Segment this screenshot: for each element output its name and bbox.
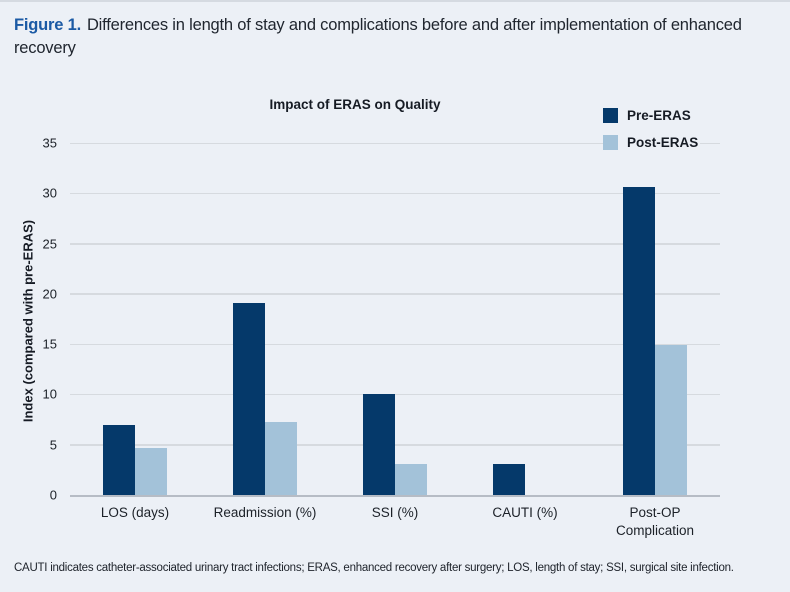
bar-group-3 [363, 394, 427, 495]
bar-pre-eras-3 [363, 394, 395, 495]
chart-title: Impact of ERAS on Quality [269, 97, 441, 112]
y-tick-label-30: 30 [42, 185, 57, 201]
gridline-10 [70, 393, 720, 396]
y-tick-label-35: 35 [42, 135, 57, 151]
figure-number-label: Figure 1. [14, 16, 81, 34]
legend-swatch-icon [603, 108, 618, 123]
bar-group-1 [103, 424, 167, 495]
y-tick-label-10: 10 [42, 386, 57, 402]
figure-caption: Figure 1. Differences in length of stay a… [14, 14, 749, 61]
x-axis-label-2: Readmission (%) [213, 505, 317, 520]
bar-pre-eras-1 [103, 424, 135, 495]
legend-entry-post-eras: Post-ERAS [603, 134, 701, 151]
bar-post-eras-1 [135, 447, 167, 495]
bar-group-4 [493, 463, 557, 495]
bar-pre-eras-5 [623, 187, 655, 495]
legend-label: Post-ERAS [627, 135, 699, 150]
bar-post-eras-2 [265, 421, 297, 495]
x-axis-label-4: CAUTI (%) [492, 505, 558, 520]
y-tick-label-15: 15 [42, 336, 57, 352]
figure-caption-text: Differences in length of stay and compli… [14, 16, 742, 58]
x-axis-label-3: SSI (%) [371, 505, 419, 520]
chart-legend: Pre-ERAS Post-ERAS [603, 107, 701, 151]
legend-label: Pre-ERAS [627, 108, 691, 123]
y-tick-label-20: 20 [42, 286, 57, 302]
y-tick-label-5: 5 [49, 437, 57, 453]
bar-pre-eras-2 [233, 302, 265, 495]
gridline-25 [70, 243, 720, 245]
y-tick-label-25: 25 [42, 236, 57, 252]
bar-post-eras-5 [655, 345, 687, 495]
gridline-35 [70, 142, 720, 144]
gridline-15 [70, 343, 720, 346]
legend-entry-pre-eras: Pre-ERAS [603, 107, 701, 124]
gridline-5 [70, 444, 720, 446]
bar-group-5 [623, 187, 687, 495]
gridline-30 [70, 192, 720, 195]
figure-footnote: CAUTI indicates catheter-associated urin… [14, 562, 734, 574]
gridline-20 [70, 293, 720, 295]
bar-pre-eras-4 [493, 463, 525, 495]
bar-group-2 [233, 302, 297, 495]
x-axis-label-5: Post-OP Complication [615, 505, 695, 539]
x-axis-label-1: LOS (days) [100, 505, 170, 520]
bar-post-eras-3 [395, 463, 427, 495]
legend-swatch-icon [603, 135, 618, 150]
plot-area: 0 5 10 15 20 25 30 35 LOS (days) Readmission (%) S… [43, 136, 720, 538]
y-tick-label-0: 0 [49, 487, 57, 503]
